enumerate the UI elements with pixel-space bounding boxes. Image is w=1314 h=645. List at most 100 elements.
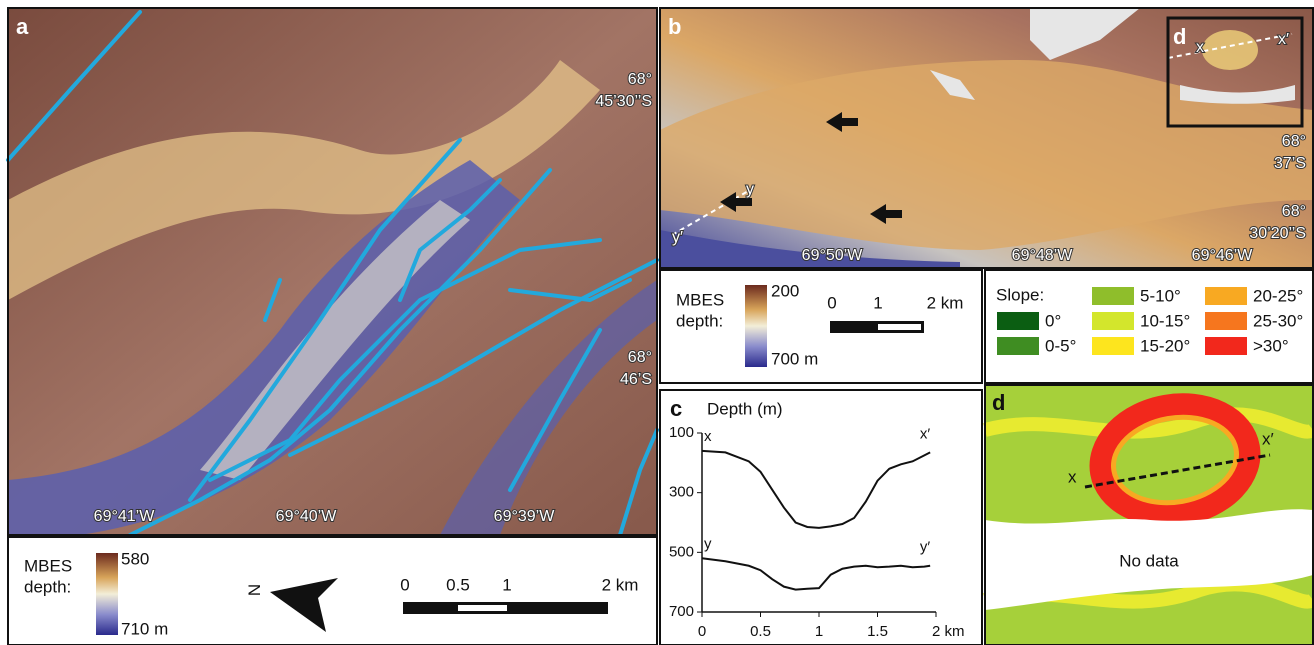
y-tick-label: 100 (669, 424, 694, 441)
legend-top: 580 (121, 549, 149, 568)
fault-line (508, 278, 632, 302)
lat-label: 68° (628, 349, 652, 366)
slope-swatch (1092, 312, 1134, 330)
legend-title: MBES (24, 556, 72, 575)
panel-letter: c (670, 396, 682, 421)
fault-line (208, 238, 602, 482)
ridge-band (8, 60, 600, 300)
profile-label: y (746, 181, 754, 198)
slope-swatch (1205, 312, 1247, 330)
panel-box (659, 389, 983, 645)
frame (659, 7, 1314, 269)
slope-class-label: 20-25° (1253, 286, 1303, 305)
legend-title: depth: (24, 577, 71, 596)
mound-rim (1111, 414, 1239, 506)
lon-label: 69°50’W (802, 247, 864, 264)
slope-texture (983, 407, 1314, 439)
arrow (870, 204, 902, 224)
lon-label: 69°39’W (494, 508, 556, 525)
scale-bar-segment (878, 324, 921, 330)
lat-label: 37’S (1274, 155, 1306, 172)
panel-b-map (659, 7, 1314, 269)
slope-swatch (1092, 287, 1134, 305)
slope-legend: 0° 0-5° 5-10° 10-15° 15-20° 20-25° 25-30° >30° (997, 286, 1303, 355)
fault-line (188, 138, 462, 502)
no-data (1180, 85, 1295, 104)
profile-line (701, 449, 931, 529)
lat-label: 68° (1282, 203, 1306, 220)
x-tick-label: 2 km (932, 623, 965, 640)
frame (7, 7, 658, 536)
fault-line (398, 178, 502, 302)
scale-label: 2 km (927, 293, 964, 312)
y-tick-label: 700 (669, 603, 694, 620)
panel-letter: d (992, 390, 1005, 415)
profile-end-label: x′ (920, 425, 931, 442)
scale-label: 0 (400, 575, 409, 594)
profile-end-label: x (704, 428, 712, 445)
ridge (660, 60, 1313, 250)
panel-letter: a (16, 14, 29, 39)
no-data-label: No data (1119, 551, 1179, 570)
legend-top: 200 (771, 281, 799, 300)
fault-line (263, 278, 282, 322)
slope-class-label: 10-15° (1140, 311, 1190, 330)
north-arrow (270, 578, 338, 632)
no-data (930, 70, 975, 100)
scale-bar-segment (458, 605, 507, 611)
y-tick-label: 500 (669, 543, 694, 560)
inset-label: d (1173, 24, 1186, 49)
legend-title: MBES (676, 290, 724, 309)
panel-letter: b (668, 14, 681, 39)
lat-label: 68° (628, 71, 652, 88)
lon-label: 69°41’W (94, 508, 156, 525)
legend-bottom: 700 m (771, 349, 818, 368)
frame (984, 384, 1314, 645)
profile-line (1084, 453, 1271, 489)
arrow (720, 192, 752, 212)
scale-label: 0.5 (446, 575, 470, 594)
fault-line (288, 258, 659, 457)
profile-end-label: y (704, 535, 712, 552)
lon-label: 69°40’W (276, 508, 338, 525)
legend-box (659, 269, 983, 384)
channel (440, 280, 657, 535)
slope-class-label: 5-10° (1140, 286, 1181, 305)
slope-swatch (997, 312, 1039, 330)
north-label: N (245, 584, 264, 596)
profile-label: x′ (1278, 31, 1289, 48)
x-tick-label: 0.5 (750, 623, 771, 640)
fault-line (128, 168, 552, 537)
slope-swatch (1205, 337, 1247, 355)
channel-floor (200, 200, 470, 480)
no-data-area (985, 509, 1313, 610)
x-tick-label: 0 (698, 623, 706, 640)
fault-line (508, 328, 602, 492)
legend-bottom: 710 m (121, 619, 168, 638)
panel-d-map (983, 384, 1314, 645)
scale-label: 2 km (602, 575, 639, 594)
scale-label: 1 (502, 575, 511, 594)
slope-swatch (1092, 337, 1134, 355)
profile-line (671, 189, 751, 236)
profile-line (701, 557, 931, 591)
profile-label: x′ (1262, 429, 1274, 448)
profile-label: y′ (672, 229, 683, 246)
y-axis-title: Depth (m) (707, 399, 783, 418)
basin (660, 230, 960, 268)
lon-label: 69°46’W (1192, 247, 1254, 264)
slope-class-label: 0° (1045, 311, 1061, 330)
slope-class-label: 0-5° (1045, 336, 1076, 355)
slope-class-label: 15-20° (1140, 336, 1190, 355)
profile-end-label: y′ (920, 539, 931, 556)
lat-label: 68° (1282, 133, 1306, 150)
depth-color-bar (745, 285, 767, 367)
slope-swatch (997, 337, 1039, 355)
lat-label: 45’30’’S (595, 93, 652, 110)
mound (1202, 30, 1258, 70)
legend-title: Slope: (996, 285, 1044, 304)
